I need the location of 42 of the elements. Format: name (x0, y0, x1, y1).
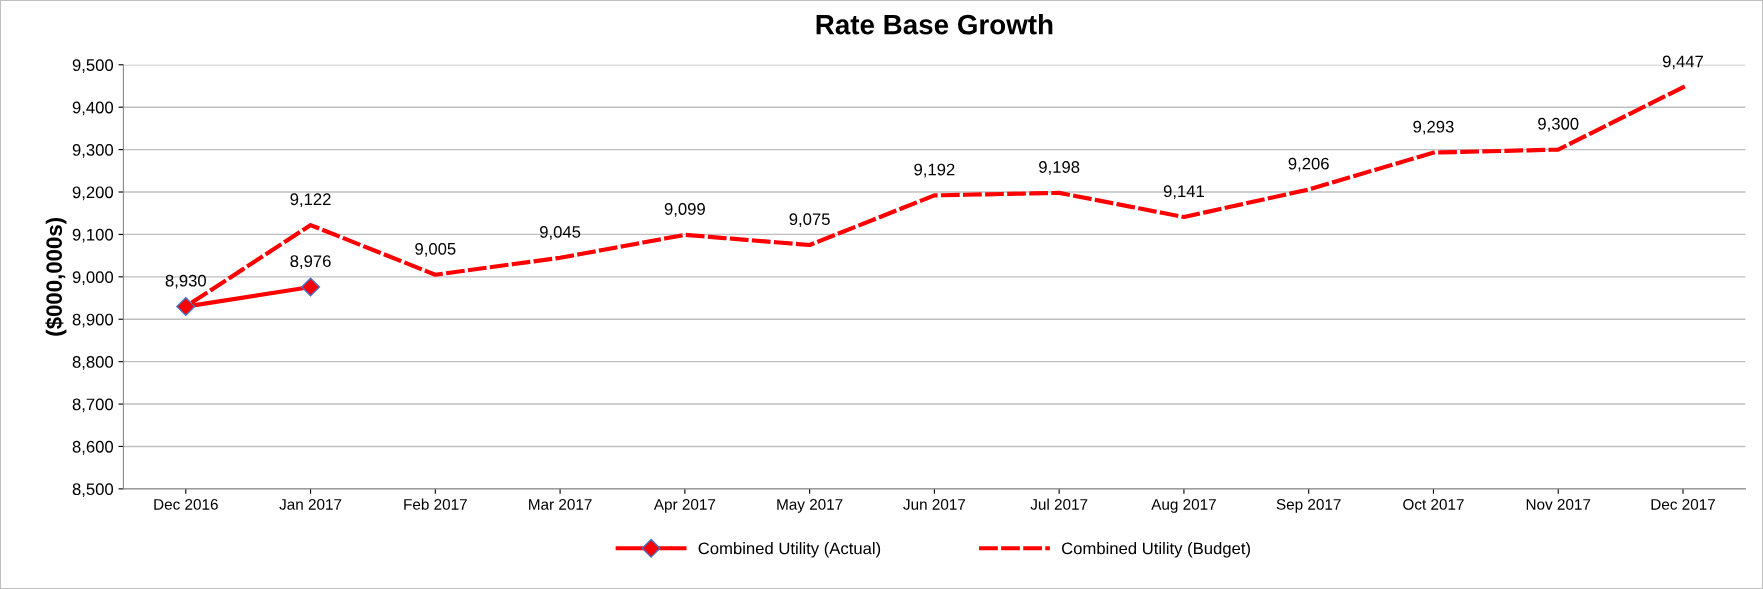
y-axis-title: ($000,000s) (45, 218, 67, 336)
data-label: 9,005 (415, 242, 456, 257)
x-tick-label: Nov 2017 (1526, 499, 1591, 510)
x-tick-label: May 2017 (777, 499, 843, 513)
x-tick-label: Feb 2017 (404, 498, 467, 510)
y-tick-label: 9,300 (72, 144, 114, 158)
x-tick-label: Mar 2017 (529, 499, 592, 510)
data-label: 9,192 (914, 163, 955, 178)
x-tick-label: Oct 2017 (1403, 499, 1464, 510)
y-tick-label: 9,200 (72, 186, 114, 201)
y-tick-label: 9,400 (72, 101, 114, 116)
data-label: 8,976 (290, 255, 331, 270)
y-tick-label: 9,100 (72, 228, 114, 243)
y-tick-label: 8,700 (72, 398, 114, 413)
data-label: 9,198 (1039, 161, 1080, 175)
data-label: 9,300 (1538, 117, 1579, 132)
data-label: 9,045 (540, 225, 581, 240)
y-tick-label: 8,500 (72, 483, 114, 498)
x-tick-label: Sep 2017 (1276, 499, 1341, 513)
x-tick-label: Aug 2017 (1151, 499, 1216, 513)
y-tick-label: 8,800 (72, 356, 114, 370)
legend-label: Combined Utility (Actual) (698, 542, 881, 558)
x-tick-label: Apr 2017 (653, 499, 716, 513)
y-tick-label: 8,600 (72, 440, 114, 455)
legend-label: Combined Utility (Budget) (1061, 542, 1250, 558)
x-tick-label: Dec 2017 (1651, 499, 1715, 510)
data-label: 9,099 (664, 203, 705, 217)
data-label: 9,293 (1413, 120, 1454, 135)
data-label: 9,447 (1662, 55, 1704, 70)
data-label: 9,206 (1288, 157, 1329, 172)
x-tick-label: Dec 2016 (154, 499, 218, 510)
data-label: 9,122 (290, 193, 331, 208)
x-tick-label: Jun 2017 (903, 499, 966, 510)
y-tick-label: 8,900 (72, 313, 114, 328)
chart-title: Rate Base Growth (816, 14, 1053, 35)
y-tick-label: 9,500 (72, 59, 114, 73)
data-label: 9,141 (1163, 185, 1204, 200)
data-label: 8,930 (165, 274, 206, 289)
x-tick-label: Jul 2017 (1030, 498, 1088, 510)
data-label: 9,075 (789, 213, 830, 228)
x-tick-label: Jan 2017 (279, 499, 342, 510)
y-tick-label: 9,000 (72, 271, 114, 285)
